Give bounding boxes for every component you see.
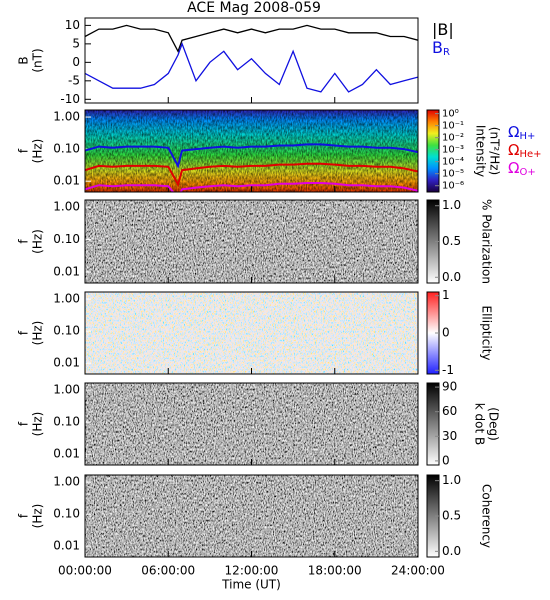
y-axis-label: f	[17, 330, 31, 335]
spectrogram-image	[85, 475, 418, 557]
y-tick-label: 1.00	[53, 292, 80, 306]
colorbar-tick-label: 30	[442, 429, 457, 443]
y-axis-label: (nT)	[31, 48, 45, 72]
colorbar-tick-label: 10⁻⁴	[442, 157, 464, 168]
panel-frame	[84, 291, 419, 375]
colorbar-tick-label: 10⁻⁵	[442, 169, 464, 180]
series-line	[85, 42, 418, 93]
spectrogram-image	[85, 292, 418, 374]
colorbar-label: k dot B	[473, 403, 487, 445]
legend-entry: |B|	[432, 20, 454, 39]
y-tick-label: 0	[72, 55, 80, 69]
colorbar-tick-label: 0.0	[442, 544, 461, 558]
legend-name: Ω	[508, 159, 519, 177]
y-tick-label: -10	[60, 92, 80, 106]
y-axis-label: (Hz)	[31, 504, 45, 529]
x-tick-label: 18:00:00	[308, 564, 362, 578]
x-axis-label: Time (UT)	[221, 578, 281, 592]
y-axis-label: (Hz)	[31, 229, 45, 254]
spectrogram-texture	[85, 110, 418, 192]
colorbar-tick-label: 10⁻²	[442, 133, 464, 144]
colorbar-tick-label: 0	[442, 326, 450, 340]
colorbar-tick-label: -1	[442, 363, 454, 377]
colorbar-label: Ellipticity	[480, 306, 494, 361]
y-tick-label: 1.00	[53, 383, 80, 397]
y-tick-label: 0.10	[53, 415, 80, 429]
y-tick-label: 0.01	[53, 174, 80, 188]
legend-entry: BR	[432, 38, 450, 59]
colorbar-label: (nT²/Hz)	[488, 127, 502, 175]
colorbar-tick-label: 10⁻³	[442, 145, 464, 156]
panel-frame	[84, 109, 419, 193]
colorbar	[426, 382, 440, 466]
colorbar-tick-label: 10⁻⁶	[442, 181, 464, 192]
colorbar-label: Intensity	[474, 125, 488, 177]
x-tick-label: 12:00:00	[225, 564, 279, 578]
legend-sub: He+	[519, 149, 541, 160]
colorbar-tick-label: 0.5	[442, 234, 461, 248]
y-tick-label: 5	[72, 36, 80, 50]
legend-entry: ΩHe+	[508, 141, 542, 161]
spectrogram-image	[85, 200, 418, 283]
spectrogram-image	[85, 383, 418, 465]
legend-entry: ΩH+	[508, 123, 535, 143]
y-tick-label: 10	[65, 18, 80, 32]
y-axis-label: f	[17, 239, 31, 244]
y-axis-label: f	[17, 513, 31, 518]
figure-title: ACE Mag 2008-059	[187, 0, 321, 16]
x-tick-label: 06:00:00	[141, 564, 195, 578]
colorbar-tick-label: 1	[442, 288, 450, 302]
y-tick-label: 0.10	[53, 507, 80, 521]
y-tick-label: 0.10	[53, 232, 80, 246]
x-tick-label: 00:00:00	[58, 564, 112, 578]
legend-name: Ω	[508, 141, 519, 159]
panel-frame	[84, 17, 419, 104]
colorbar-tick-label: 1.0	[442, 198, 461, 212]
y-axis-label: f	[17, 421, 31, 426]
y-tick-label: 0.10	[53, 324, 80, 338]
y-tick-label: -5	[68, 73, 80, 87]
y-tick-label: 1.00	[53, 475, 80, 489]
legend-entry: ΩO+	[508, 159, 536, 179]
y-tick-label: 0.01	[53, 265, 80, 279]
y-axis-label: (Hz)	[31, 412, 45, 437]
y-tick-label: 1.00	[53, 200, 80, 214]
legend-sub: O+	[519, 167, 535, 178]
y-tick-label: 1.00	[53, 110, 80, 124]
y-tick-label: 0.01	[53, 539, 80, 553]
y-tick-label: 0.01	[53, 356, 80, 370]
y-axis-label: (Hz)	[31, 321, 45, 346]
y-axis-label: (Hz)	[31, 139, 45, 164]
legend-sub: H+	[519, 131, 535, 142]
y-tick-label: 0.01	[53, 447, 80, 461]
colorbar-label: (Deg)	[487, 407, 501, 441]
panel-frame	[84, 382, 419, 466]
y-axis-label: f	[17, 148, 31, 153]
legend-name: Ω	[508, 123, 519, 141]
legend-name: |B|	[432, 20, 454, 39]
colorbar-tick-label: 1.0	[442, 473, 461, 487]
x-tick-label: 24:00:00	[391, 564, 445, 578]
colorbar-label: % Polarization	[480, 199, 494, 284]
colorbar-tick-label: 0.0	[442, 270, 461, 284]
colorbar-tick-label: 90	[442, 380, 457, 394]
colorbar-tick-label: 10⁰	[442, 109, 459, 120]
colorbar	[426, 109, 440, 193]
colorbar-tick-label: 60	[442, 404, 457, 418]
colorbar-label: Coherency	[480, 484, 494, 548]
colorbar-tick-label: 10⁻¹	[442, 121, 464, 132]
legend-sub: R	[443, 47, 450, 58]
y-tick-label: 0.10	[53, 142, 80, 156]
series-line	[85, 143, 418, 169]
series-line	[85, 162, 418, 187]
series-line	[85, 182, 418, 192]
panel-frame	[84, 474, 419, 558]
series-line	[85, 24, 418, 53]
y-axis-label: B	[17, 56, 31, 64]
colorbar-tick-label: 0	[442, 453, 450, 467]
panel-frame	[84, 199, 419, 284]
colorbar-tick-label: 0.5	[442, 509, 461, 523]
legend-name: B	[432, 38, 443, 57]
